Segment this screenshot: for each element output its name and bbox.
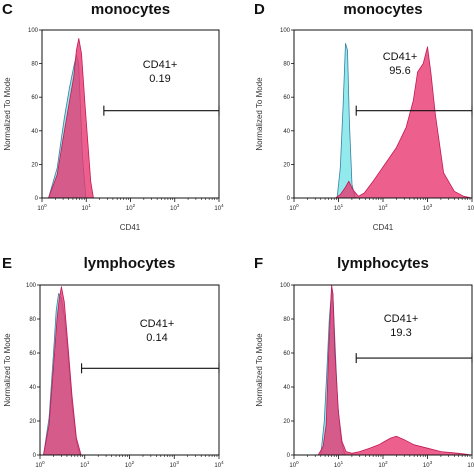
y-tick-label: 100 bbox=[28, 28, 39, 34]
panel-letter: D bbox=[254, 1, 265, 18]
x-tick-label: 104 bbox=[467, 203, 474, 212]
y-tick-label: 0 bbox=[287, 196, 291, 202]
x-tick-label: 104 bbox=[467, 460, 474, 469]
panel-title: lymphocytes bbox=[337, 255, 429, 272]
x-tick-label: 101 bbox=[334, 203, 344, 212]
x-tick-label: 101 bbox=[80, 460, 90, 469]
y-tick-label: 60 bbox=[283, 351, 290, 357]
histogram-series-pink bbox=[43, 286, 82, 456]
y-tick-label: 100 bbox=[280, 28, 291, 34]
x-tick-label: 100 bbox=[37, 203, 47, 212]
x-axis-label: CD41 bbox=[120, 223, 141, 232]
panel-letter: E bbox=[2, 255, 12, 272]
y-tick-label: 100 bbox=[26, 283, 37, 289]
histogram-series-cyan bbox=[336, 43, 356, 199]
y-tick-label: 0 bbox=[35, 196, 39, 202]
gate-label: CD41+ bbox=[140, 318, 175, 330]
x-tick-label: 102 bbox=[125, 460, 135, 469]
gate-value: 0.19 bbox=[149, 73, 170, 85]
panel-title: lymphocytes bbox=[84, 255, 176, 272]
gate-label: CD41+ bbox=[383, 51, 418, 63]
x-axis-label: CD41 bbox=[373, 223, 394, 232]
x-tick-label: 101 bbox=[334, 460, 344, 469]
gate-value: 95.6 bbox=[389, 65, 410, 77]
x-tick-label: 103 bbox=[423, 203, 433, 212]
histogram-series-pink bbox=[48, 38, 94, 199]
y-tick-label: 80 bbox=[31, 62, 38, 68]
histogram-series-pink bbox=[317, 284, 473, 456]
panel-letter: C bbox=[2, 1, 13, 18]
y-tick-label: 60 bbox=[283, 95, 290, 101]
panel-title: monocytes bbox=[343, 1, 422, 18]
x-tick-label: 102 bbox=[378, 460, 388, 469]
x-tick-label: 101 bbox=[82, 203, 92, 212]
gate-label: CD41+ bbox=[143, 59, 178, 71]
y-tick-label: 20 bbox=[283, 162, 290, 168]
x-tick-label: 102 bbox=[126, 203, 136, 212]
y-tick-label: 20 bbox=[29, 419, 36, 425]
y-tick-label: 60 bbox=[31, 95, 38, 101]
y-axis-label: Normalized To Mode bbox=[3, 77, 12, 151]
gate-label: CD41+ bbox=[384, 313, 419, 325]
y-tick-label: 0 bbox=[287, 453, 291, 459]
x-tick-label: 100 bbox=[289, 203, 299, 212]
y-tick-label: 60 bbox=[29, 351, 36, 357]
y-tick-label: 80 bbox=[283, 317, 290, 323]
x-tick-label: 103 bbox=[170, 203, 180, 212]
x-tick-label: 103 bbox=[423, 460, 433, 469]
x-tick-label: 100 bbox=[35, 460, 45, 469]
y-tick-label: 40 bbox=[283, 129, 290, 135]
x-tick-label: 103 bbox=[170, 460, 180, 469]
x-tick-label: 104 bbox=[214, 203, 224, 212]
y-tick-label: 40 bbox=[283, 385, 290, 391]
panel-title: monocytes bbox=[91, 1, 170, 18]
panel-letter: F bbox=[254, 255, 263, 272]
y-tick-label: 80 bbox=[283, 62, 290, 68]
y-tick-label: 20 bbox=[31, 162, 38, 168]
y-tick-label: 40 bbox=[29, 385, 36, 391]
y-axis-label: Normalized To Mode bbox=[3, 333, 12, 407]
y-axis-label: Normalized To Mode bbox=[255, 77, 264, 151]
histogram-series-pink bbox=[335, 46, 473, 199]
y-tick-label: 80 bbox=[29, 317, 36, 323]
x-tick-label: 102 bbox=[378, 203, 388, 212]
y-axis-label: Normalized To Mode bbox=[255, 333, 264, 407]
x-tick-label: 100 bbox=[289, 460, 299, 469]
y-tick-label: 20 bbox=[283, 419, 290, 425]
gate-value: 0.14 bbox=[146, 332, 167, 344]
plot-frame bbox=[293, 284, 473, 456]
y-tick-label: 0 bbox=[33, 453, 37, 459]
y-tick-label: 100 bbox=[280, 283, 291, 289]
x-tick-label: 104 bbox=[214, 460, 224, 469]
y-tick-label: 40 bbox=[31, 129, 38, 135]
gate-value: 19.3 bbox=[390, 327, 411, 339]
